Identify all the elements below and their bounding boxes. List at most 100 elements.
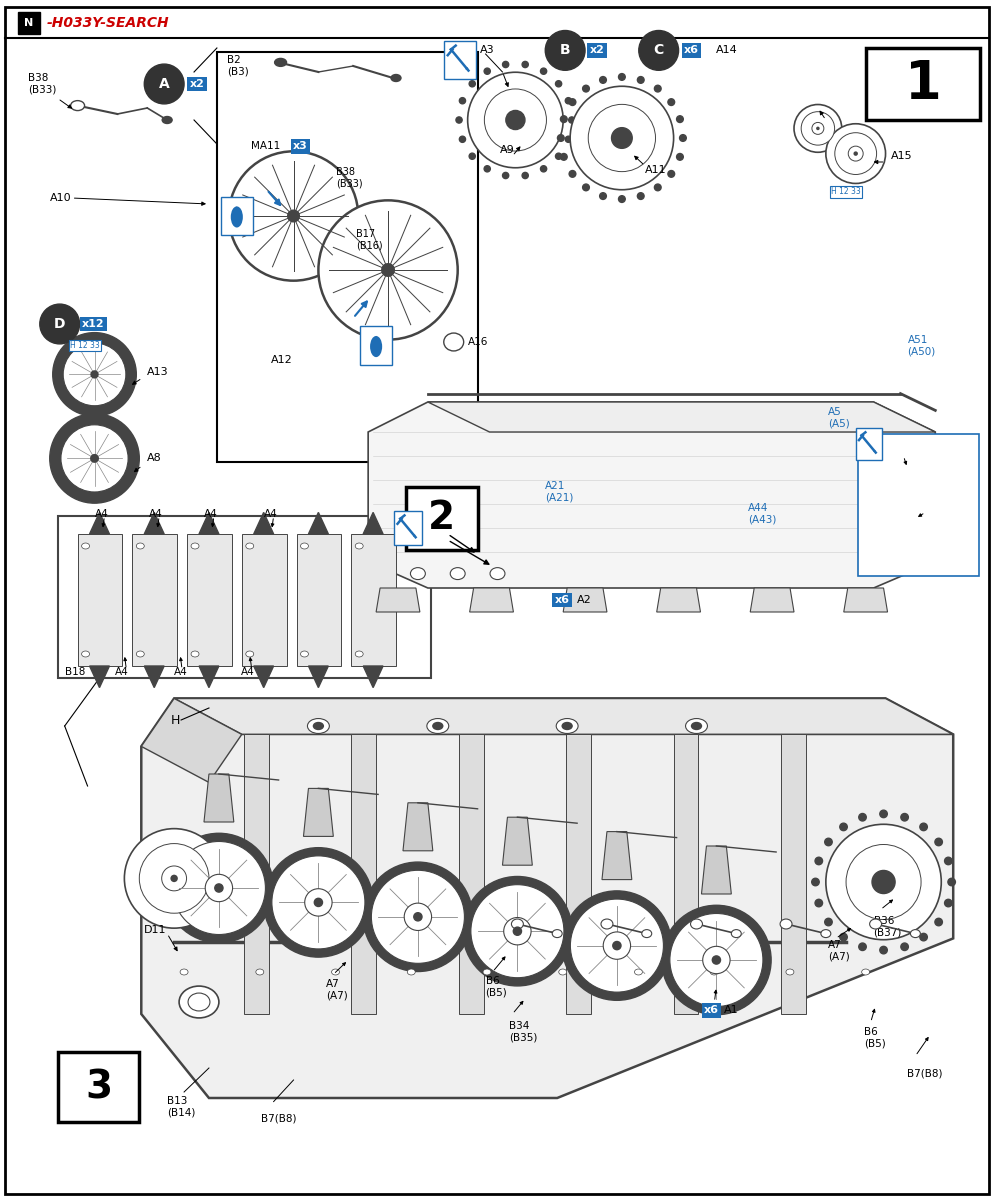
Text: A4: A4	[149, 509, 163, 518]
Polygon shape	[204, 774, 234, 822]
Ellipse shape	[669, 913, 762, 1007]
Text: A7
(A7): A7 (A7)	[827, 940, 849, 961]
Ellipse shape	[637, 77, 643, 83]
Ellipse shape	[468, 80, 475, 86]
Ellipse shape	[71, 101, 84, 110]
Polygon shape	[403, 803, 432, 851]
Text: A3: A3	[479, 46, 494, 55]
Ellipse shape	[82, 652, 89, 656]
Ellipse shape	[861, 970, 869, 974]
Ellipse shape	[638, 30, 678, 71]
Ellipse shape	[814, 857, 822, 865]
Ellipse shape	[139, 844, 209, 913]
FancyBboxPatch shape	[187, 534, 232, 666]
Text: B17
(B16): B17 (B16)	[356, 229, 383, 251]
Ellipse shape	[90, 371, 98, 378]
Ellipse shape	[64, 343, 126, 406]
FancyBboxPatch shape	[78, 534, 122, 666]
Ellipse shape	[414, 913, 421, 920]
Ellipse shape	[179, 986, 219, 1018]
Ellipse shape	[287, 210, 299, 222]
Text: B2
(B3): B2 (B3)	[227, 55, 248, 77]
Text: A48: A48	[924, 511, 944, 521]
Ellipse shape	[947, 878, 954, 886]
Ellipse shape	[570, 86, 673, 190]
Ellipse shape	[824, 918, 831, 925]
Text: D11: D11	[144, 925, 167, 935]
Text: A4: A4	[429, 526, 444, 535]
Ellipse shape	[274, 59, 286, 66]
Ellipse shape	[676, 154, 683, 161]
Polygon shape	[749, 588, 793, 612]
Text: MA11: MA11	[250, 142, 279, 151]
Ellipse shape	[661, 905, 770, 1015]
Ellipse shape	[552, 930, 562, 937]
Ellipse shape	[712, 956, 720, 964]
Ellipse shape	[918, 823, 926, 830]
Ellipse shape	[654, 184, 660, 191]
FancyBboxPatch shape	[855, 428, 881, 460]
Text: A4: A4	[241, 667, 254, 677]
Ellipse shape	[382, 264, 394, 276]
Text: A16: A16	[467, 337, 487, 347]
Ellipse shape	[407, 970, 414, 974]
Ellipse shape	[162, 116, 172, 124]
Ellipse shape	[511, 919, 523, 929]
Text: B6
(B5): B6 (B5)	[485, 976, 507, 997]
Ellipse shape	[61, 425, 128, 492]
Text: A4: A4	[114, 667, 128, 677]
Ellipse shape	[869, 919, 881, 929]
Ellipse shape	[300, 652, 308, 656]
Ellipse shape	[559, 970, 567, 974]
FancyBboxPatch shape	[922, 499, 948, 533]
Ellipse shape	[164, 833, 273, 943]
Ellipse shape	[462, 876, 572, 986]
Text: x12: x12	[83, 319, 104, 329]
Text: B7(B8): B7(B8)	[907, 1069, 942, 1079]
Ellipse shape	[565, 136, 571, 143]
Polygon shape	[502, 817, 532, 865]
Ellipse shape	[691, 722, 701, 730]
Ellipse shape	[355, 544, 363, 548]
Ellipse shape	[879, 947, 887, 954]
Text: A44
(A43): A44 (A43)	[747, 503, 776, 524]
Ellipse shape	[845, 845, 920, 919]
Text: x2: x2	[589, 46, 603, 55]
FancyBboxPatch shape	[221, 197, 252, 235]
Text: A21
(A21): A21 (A21)	[545, 481, 574, 503]
Ellipse shape	[702, 947, 730, 973]
Ellipse shape	[318, 200, 457, 340]
Polygon shape	[303, 788, 333, 836]
Ellipse shape	[300, 544, 308, 548]
Ellipse shape	[710, 970, 718, 974]
Ellipse shape	[89, 454, 99, 463]
Ellipse shape	[811, 878, 818, 886]
Polygon shape	[141, 698, 242, 782]
Text: H: H	[171, 714, 180, 726]
Ellipse shape	[839, 823, 847, 830]
Polygon shape	[427, 402, 934, 432]
Text: A49
(A49): A49 (A49)	[867, 500, 892, 520]
Ellipse shape	[570, 899, 663, 992]
Ellipse shape	[304, 889, 332, 916]
Ellipse shape	[731, 930, 741, 937]
Ellipse shape	[313, 722, 323, 730]
Ellipse shape	[690, 919, 702, 929]
Ellipse shape	[172, 841, 265, 935]
Ellipse shape	[404, 904, 431, 930]
Text: A2: A2	[577, 595, 591, 605]
Polygon shape	[563, 588, 606, 612]
Text: B38
(B33): B38 (B33)	[28, 73, 57, 95]
Ellipse shape	[611, 127, 631, 149]
Polygon shape	[141, 698, 952, 1098]
Ellipse shape	[679, 134, 686, 142]
Ellipse shape	[811, 122, 823, 134]
Ellipse shape	[513, 928, 521, 935]
Ellipse shape	[540, 166, 546, 172]
Ellipse shape	[824, 839, 831, 846]
Ellipse shape	[800, 112, 834, 145]
Ellipse shape	[205, 875, 233, 901]
Ellipse shape	[618, 73, 624, 80]
Ellipse shape	[355, 652, 363, 656]
Text: A12: A12	[270, 355, 292, 365]
